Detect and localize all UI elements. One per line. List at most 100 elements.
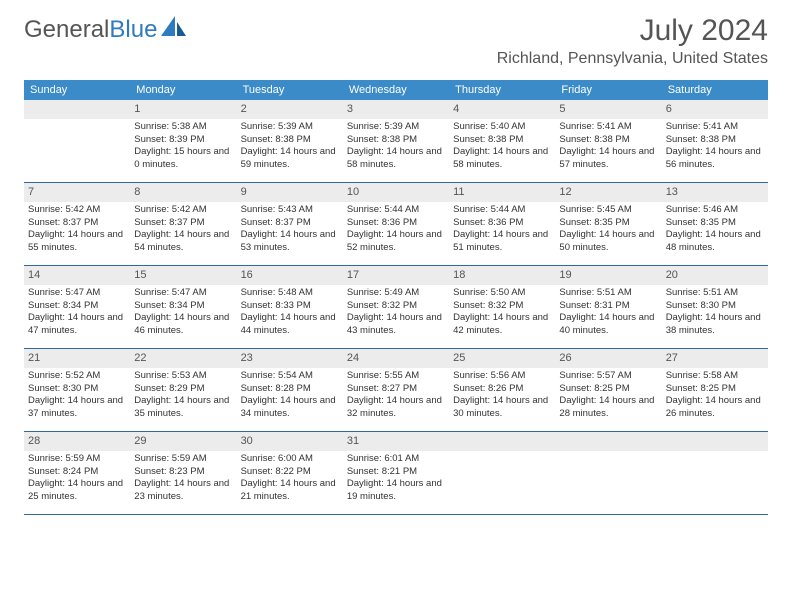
day-info-line: Sunrise: 5:42 AM: [28, 204, 126, 217]
day-number: 20: [666, 268, 764, 283]
day-info-line: Daylight: 14 hours and 46 minutes.: [134, 312, 232, 338]
day-number: 23: [241, 351, 339, 366]
day-info-line: Sunset: 8:39 PM: [134, 134, 232, 147]
day-info-line: Sunset: 8:31 PM: [559, 300, 657, 313]
day-header-thursday: Thursday: [449, 80, 555, 100]
day-info-line: Daylight: 14 hours and 38 minutes.: [666, 312, 764, 338]
day-number: 13: [666, 185, 764, 200]
day-cell: 4Sunrise: 5:40 AMSunset: 8:38 PMDaylight…: [449, 100, 555, 182]
header: GeneralBlue July 2024 Richland, Pennsylv…: [0, 0, 792, 72]
day-cell: 9Sunrise: 5:43 AMSunset: 8:37 PMDaylight…: [237, 183, 343, 265]
day-info-line: Sunset: 8:38 PM: [453, 134, 551, 147]
day-number: 15: [134, 268, 232, 283]
day-info-line: Sunrise: 5:59 AM: [28, 453, 126, 466]
day-info-line: Sunset: 8:38 PM: [241, 134, 339, 147]
day-info-line: Sunrise: 5:40 AM: [453, 121, 551, 134]
day-info-line: Sunset: 8:32 PM: [347, 300, 445, 313]
day-cell: [449, 432, 555, 514]
day-info-line: Daylight: 14 hours and 58 minutes.: [347, 146, 445, 172]
day-info-line: Sunset: 8:23 PM: [134, 466, 232, 479]
day-number: 12: [559, 185, 657, 200]
day-header-row: SundayMondayTuesdayWednesdayThursdayFrid…: [24, 80, 768, 100]
logo-text-1: General: [24, 16, 109, 44]
day-info-line: Daylight: 14 hours and 25 minutes.: [28, 478, 126, 504]
location: Richland, Pennsylvania, United States: [497, 50, 768, 68]
day-number: 8: [134, 185, 232, 200]
day-info-line: Daylight: 14 hours and 47 minutes.: [28, 312, 126, 338]
day-info-line: Sunrise: 5:41 AM: [666, 121, 764, 134]
day-cell: 16Sunrise: 5:48 AMSunset: 8:33 PMDayligh…: [237, 266, 343, 348]
day-info-line: Sunrise: 5:44 AM: [347, 204, 445, 217]
day-info-line: Sunrise: 5:38 AM: [134, 121, 232, 134]
day-cell: 1Sunrise: 5:38 AMSunset: 8:39 PMDaylight…: [130, 100, 236, 182]
day-info-line: Sunrise: 5:47 AM: [134, 287, 232, 300]
day-number: 25: [453, 351, 551, 366]
month-title: July 2024: [497, 14, 768, 48]
day-cell: 29 Sunrise: 5:59 AMSunset: 8:23 PMDayligh…: [130, 432, 236, 514]
day-cell: 12Sunrise: 5:45 AMSunset: 8:35 PMDayligh…: [555, 183, 661, 265]
day-number: 6: [666, 102, 764, 117]
day-info-line: Sunset: 8:35 PM: [666, 217, 764, 230]
logo: GeneralBlue: [24, 14, 187, 45]
day-info-line: Sunrise: 5:51 AM: [559, 287, 657, 300]
day-number: [453, 434, 551, 449]
day-number: 10: [347, 185, 445, 200]
day-number: 24: [347, 351, 445, 366]
day-cell: 17Sunrise: 5:49 AMSunset: 8:32 PMDayligh…: [343, 266, 449, 348]
day-info-line: Daylight: 14 hours and 53 minutes.: [241, 229, 339, 255]
day-info-line: Daylight: 14 hours and 59 minutes.: [241, 146, 339, 172]
day-info-line: Sunset: 8:38 PM: [666, 134, 764, 147]
day-info-line: Sunrise: 5:56 AM: [453, 370, 551, 383]
day-info-line: Sunrise: 5:53 AM: [134, 370, 232, 383]
day-info-line: Sunrise: 6:00 AM: [241, 453, 339, 466]
day-cell: 31Sunrise: 6:01 AMSunset: 8:21 PMDayligh…: [343, 432, 449, 514]
week-row: 7Sunrise: 5:42 AMSunset: 8:37 PMDaylight…: [24, 183, 768, 266]
day-number: [666, 434, 764, 449]
day-info-line: Sunset: 8:27 PM: [347, 383, 445, 396]
day-cell: [24, 100, 130, 182]
day-info-line: Sunset: 8:34 PM: [28, 300, 126, 313]
day-info-line: Daylight: 14 hours and 44 minutes.: [241, 312, 339, 338]
day-info-line: Daylight: 14 hours and 21 minutes.: [241, 478, 339, 504]
day-info-line: Daylight: 14 hours and 56 minutes.: [666, 146, 764, 172]
day-info-line: Sunset: 8:25 PM: [666, 383, 764, 396]
day-info-line: Sunset: 8:21 PM: [347, 466, 445, 479]
day-info-line: Sunset: 8:34 PM: [134, 300, 232, 313]
day-info-line: Sunset: 8:35 PM: [559, 217, 657, 230]
week-row: 28Sunrise: 5:59 AMSunset: 8:24 PMDayligh…: [24, 432, 768, 515]
day-info-line: Sunset: 8:26 PM: [453, 383, 551, 396]
day-header-friday: Friday: [555, 80, 661, 100]
day-number: 2: [241, 102, 339, 117]
day-number: 29: [134, 434, 232, 449]
day-info-line: Sunset: 8:25 PM: [559, 383, 657, 396]
day-info-line: Sunset: 8:32 PM: [453, 300, 551, 313]
day-cell: 21Sunrise: 5:52 AMSunset: 8:30 PMDayligh…: [24, 349, 130, 431]
day-cell: 14Sunrise: 5:47 AMSunset: 8:34 PMDayligh…: [24, 266, 130, 348]
week-row: 14Sunrise: 5:47 AMSunset: 8:34 PMDayligh…: [24, 266, 768, 349]
day-info-line: Sunset: 8:29 PM: [134, 383, 232, 396]
day-info-line: Sunset: 8:33 PM: [241, 300, 339, 313]
day-number: 28: [28, 434, 126, 449]
day-info-line: Sunset: 8:30 PM: [666, 300, 764, 313]
day-number: 30: [241, 434, 339, 449]
day-info-line: Sunrise: 6:01 AM: [347, 453, 445, 466]
day-info-line: Daylight: 14 hours and 34 minutes.: [241, 395, 339, 421]
day-info-line: Sunset: 8:24 PM: [28, 466, 126, 479]
day-info-line: Daylight: 14 hours and 52 minutes.: [347, 229, 445, 255]
day-cell: 7Sunrise: 5:42 AMSunset: 8:37 PMDaylight…: [24, 183, 130, 265]
day-info-line: Daylight: 14 hours and 26 minutes.: [666, 395, 764, 421]
day-number: 21: [28, 351, 126, 366]
day-info-line: Daylight: 14 hours and 30 minutes.: [453, 395, 551, 421]
title-block: July 2024 Richland, Pennsylvania, United…: [497, 14, 768, 68]
day-info-line: Daylight: 14 hours and 23 minutes.: [134, 478, 232, 504]
day-info-line: Daylight: 14 hours and 57 minutes.: [559, 146, 657, 172]
day-info-line: Daylight: 14 hours and 50 minutes.: [559, 229, 657, 255]
day-info-line: Sunrise: 5:39 AM: [347, 121, 445, 134]
day-cell: [662, 432, 768, 514]
day-info-line: Sunrise: 5:59 AM: [134, 453, 232, 466]
day-info-line: Daylight: 14 hours and 32 minutes.: [347, 395, 445, 421]
day-cell: 15 Sunrise: 5:47 AMSunset: 8:34 PMDayligh…: [130, 266, 236, 348]
day-info-line: Sunrise: 5:41 AM: [559, 121, 657, 134]
day-cell: 13Sunrise: 5:46 AMSunset: 8:35 PMDayligh…: [662, 183, 768, 265]
day-number: 19: [559, 268, 657, 283]
